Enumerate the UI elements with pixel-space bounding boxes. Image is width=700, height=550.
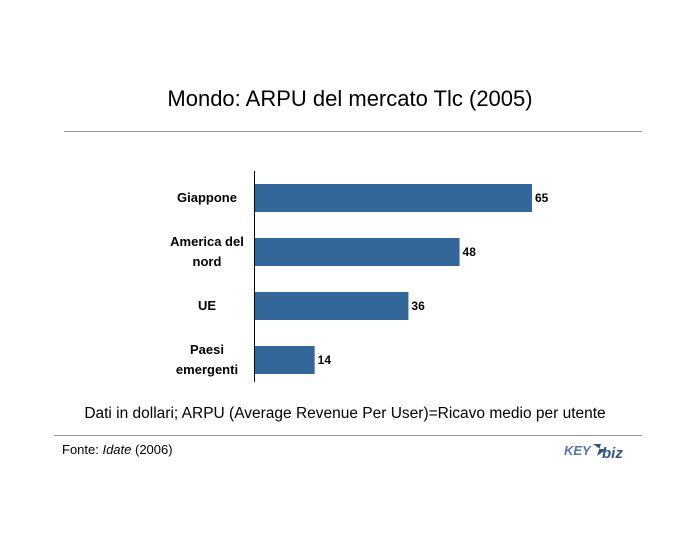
category-label: Paesi emergenti <box>176 342 238 377</box>
source-name: Idate <box>102 442 132 457</box>
category-label-line: emergenti <box>176 362 238 377</box>
bottom-divider <box>54 435 642 436</box>
category-label: Giappone <box>177 190 237 205</box>
data-label: 36 <box>411 299 425 313</box>
data-label: 48 <box>463 245 477 259</box>
bars-group: 65 Giappone 48 America del nord 36 UE 14 Paesi em… <box>170 184 549 377</box>
footnote: Dati in dollari; ARPU (Average Revenue P… <box>84 405 606 422</box>
chart-title: Mondo: ARPU del mercato Tlc (2005) <box>167 86 533 111</box>
category-label-line: nord <box>193 254 222 269</box>
source-prefix: Fonte: <box>62 442 103 457</box>
svg-text:biz: biz <box>602 445 623 462</box>
source-line: Fonte: Idate (2006) <box>62 442 173 457</box>
bar <box>255 238 460 266</box>
bar <box>255 184 532 212</box>
category-label: UE <box>198 298 216 313</box>
bar <box>255 292 409 320</box>
category-label: America del nord <box>170 234 244 269</box>
data-label: 65 <box>535 191 549 205</box>
category-label-line: Paesi <box>190 342 224 357</box>
category-label-line: UE <box>198 298 216 313</box>
bar <box>255 346 315 374</box>
category-label-line: Giappone <box>177 190 237 205</box>
top-divider <box>64 131 642 132</box>
source-suffix: (2006) <box>131 442 173 457</box>
category-label-line: America del <box>170 234 244 249</box>
data-label: 14 <box>318 353 332 367</box>
key4biz-logo: KEY biz <box>564 443 623 462</box>
svg-text:KEY: KEY <box>564 443 592 458</box>
